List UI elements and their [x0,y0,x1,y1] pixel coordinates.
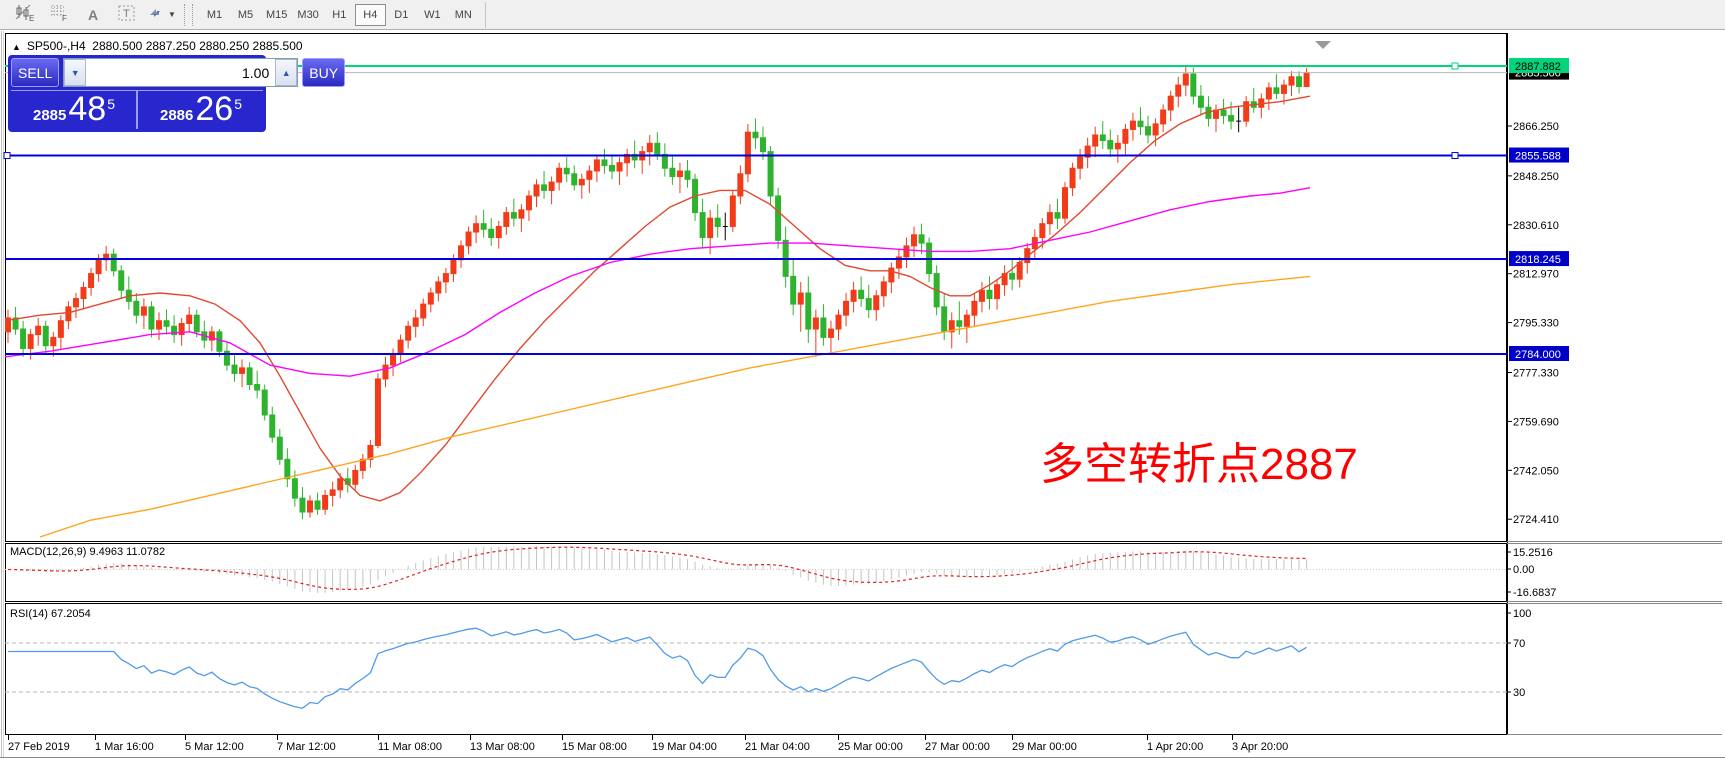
sell-price-big: 48 [68,90,107,128]
svg-text:2830.610: 2830.610 [1513,220,1559,232]
svg-text:T: T [123,8,130,20]
sell-price-small: 2885 [33,107,67,124]
one-click-trade-panel: SELL ▼ ▲ BUY 2885 48 5 2886 26 5 [8,55,346,132]
timeframe-m15-button[interactable]: M15 [261,4,292,26]
svg-text:1 Mar 16:00: 1 Mar 16:00 [95,741,154,753]
grid-icon: F [48,3,70,26]
svg-text:29 Mar 00:00: 29 Mar 00:00 [1012,741,1077,753]
arrows-tool-button[interactable]: ▼ [144,3,178,27]
svg-text:2784.000: 2784.000 [1515,349,1561,361]
svg-text:11 Mar 08:00: 11 Mar 08:00 [378,741,442,753]
timeframe-mn-button[interactable]: MN [448,4,479,26]
close-value: 2885.500 [252,39,303,53]
candlestick-pen-icon: E [14,3,36,26]
timeframe-h4-button[interactable]: H4 [354,3,386,26]
svg-text:1 Apr 20:00: 1 Apr 20:00 [1147,741,1203,753]
high-value: 2887.250 [145,39,196,53]
volume-decrease-button[interactable]: ▼ [64,59,87,86]
collapse-panel-toggle[interactable]: ▲ [12,42,21,52]
svg-text:5 Mar 12:00: 5 Mar 12:00 [185,741,244,753]
svg-text:2866.250: 2866.250 [1513,121,1559,133]
svg-text:7 Mar 12:00: 7 Mar 12:00 [277,741,336,753]
toolbar-separator [484,1,486,28]
timeframe-m1-button[interactable]: M1 [199,4,230,26]
svg-text:15 Mar 08:00: 15 Mar 08:00 [562,741,627,753]
volume-stepper: ▼ ▲ [63,58,299,87]
svg-text:2742.050: 2742.050 [1513,465,1559,477]
buy-price-display[interactable]: 2886 26 5 [138,91,263,129]
volume-input[interactable] [86,59,276,86]
svg-text:13 Mar 08:00: 13 Mar 08:00 [470,741,535,753]
sell-button[interactable]: SELL [11,58,60,87]
chart-symbol-title: ▲ SP500-,H4 2880.500 2887.250 2880.250 28… [12,39,303,53]
volume-increase-button[interactable]: ▲ [275,59,298,86]
svg-text:2812.970: 2812.970 [1513,269,1559,281]
svg-text:15.2516: 15.2516 [1513,547,1553,559]
open-value: 2880.500 [92,39,143,53]
svg-text:27 Feb 2019: 27 Feb 2019 [8,741,70,753]
timeframe-d1-button[interactable]: D1 [386,4,417,26]
low-value: 2880.250 [199,39,250,53]
svg-text:30: 30 [1513,687,1525,699]
svg-text:0.00: 0.00 [1513,564,1534,576]
sort-arrows-icon [146,3,166,26]
text-box-tool-button[interactable]: T [110,3,144,27]
grid-tool-button[interactable]: F [42,3,76,27]
text-label-tool-button[interactable]: A [76,3,110,27]
svg-text:E: E [29,14,34,23]
svg-text:F: F [62,14,67,23]
sell-price-sup: 5 [107,96,115,112]
svg-text:2887.882: 2887.882 [1515,61,1561,73]
dropdown-caret-icon: ▼ [168,10,176,19]
svg-text:2795.330: 2795.330 [1513,318,1559,330]
macd-indicator-label: MACD(12,26,9) 9.4963 11.0782 [10,546,166,558]
candlestick-pen-tool-button[interactable]: E [8,3,42,27]
buy-button[interactable]: BUY [302,58,346,87]
svg-text:27 Mar 00:00: 27 Mar 00:00 [925,741,990,753]
svg-text:2848.250: 2848.250 [1513,171,1559,183]
svg-text:70: 70 [1513,638,1525,650]
sell-price-display[interactable]: 2885 48 5 [11,91,138,129]
rsi-indicator-label: RSI(14) 67.2054 [10,608,91,620]
svg-text:19 Mar 04:00: 19 Mar 04:00 [652,741,717,753]
svg-text:3 Apr 20:00: 3 Apr 20:00 [1232,741,1288,753]
text-box-icon: T [116,3,138,26]
svg-text:2855.588: 2855.588 [1515,151,1561,163]
svg-text:2818.245: 2818.245 [1515,254,1561,266]
svg-text:2777.330: 2777.330 [1513,367,1559,379]
buy-price-small: 2886 [160,107,194,124]
svg-text:-16.6837: -16.6837 [1513,587,1556,599]
timeframe-m5-button[interactable]: M5 [230,4,261,26]
timeframe-h1-button[interactable]: H1 [324,4,355,26]
timeframe-m30-button[interactable]: M30 [292,4,323,26]
svg-text:2724.410: 2724.410 [1513,514,1559,526]
toolbar-drag-handle[interactable] [184,3,193,26]
chart-annotation-text: 多空转折点2887 [1040,440,1358,489]
svg-text:21 Mar 04:00: 21 Mar 04:00 [745,741,810,753]
buy-price-sup: 5 [234,96,242,112]
svg-text:25 Mar 00:00: 25 Mar 00:00 [838,741,903,753]
toolbar: E F A T [0,0,1725,30]
buy-price-big: 26 [195,90,234,128]
letter-a-icon: A [87,6,99,23]
symbol-label: SP500-,H4 [26,39,86,53]
timeframe-w1-button[interactable]: W1 [417,4,448,26]
svg-text:2759.690: 2759.690 [1513,416,1559,428]
svg-text:100: 100 [1513,608,1531,620]
